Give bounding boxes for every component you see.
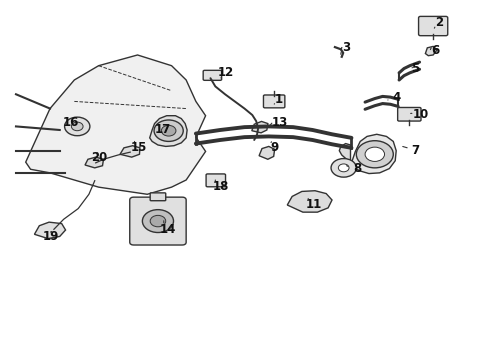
Text: 2: 2: [434, 15, 442, 28]
Text: 7: 7: [411, 144, 419, 157]
Text: 10: 10: [411, 108, 428, 121]
Polygon shape: [425, 46, 436, 56]
Text: 18: 18: [213, 180, 229, 193]
Polygon shape: [351, 134, 395, 174]
Text: 5: 5: [411, 62, 419, 75]
FancyBboxPatch shape: [203, 70, 221, 80]
Text: 8: 8: [352, 162, 361, 175]
Circle shape: [161, 125, 176, 136]
Polygon shape: [287, 191, 331, 212]
Circle shape: [71, 122, 83, 131]
Circle shape: [330, 158, 356, 177]
Text: 19: 19: [43, 230, 59, 243]
Text: 14: 14: [159, 223, 176, 236]
Circle shape: [356, 141, 392, 168]
Circle shape: [154, 120, 183, 141]
Text: 3: 3: [342, 41, 350, 54]
Text: 16: 16: [62, 116, 79, 129]
Polygon shape: [120, 146, 140, 157]
Polygon shape: [85, 157, 103, 168]
Text: 12: 12: [218, 66, 234, 78]
Polygon shape: [34, 222, 65, 239]
FancyBboxPatch shape: [150, 193, 165, 201]
FancyBboxPatch shape: [205, 174, 225, 187]
Text: 15: 15: [130, 141, 146, 154]
FancyBboxPatch shape: [397, 108, 420, 121]
Circle shape: [338, 164, 348, 172]
Polygon shape: [259, 147, 274, 159]
Polygon shape: [251, 121, 267, 133]
Text: 11: 11: [305, 198, 321, 211]
Text: 6: 6: [430, 44, 438, 57]
Text: 1: 1: [274, 93, 282, 106]
Text: 13: 13: [271, 116, 287, 129]
Text: 17: 17: [154, 123, 171, 136]
FancyBboxPatch shape: [129, 197, 186, 245]
Polygon shape: [149, 116, 187, 147]
FancyBboxPatch shape: [263, 95, 285, 108]
Circle shape: [365, 147, 384, 161]
Text: 4: 4: [391, 91, 400, 104]
Circle shape: [150, 215, 165, 227]
Polygon shape: [339, 144, 350, 164]
Text: 9: 9: [270, 141, 278, 154]
Circle shape: [64, 117, 90, 136]
Text: 20: 20: [91, 151, 107, 165]
Polygon shape: [26, 55, 205, 194]
Circle shape: [142, 210, 173, 233]
FancyBboxPatch shape: [418, 17, 447, 36]
